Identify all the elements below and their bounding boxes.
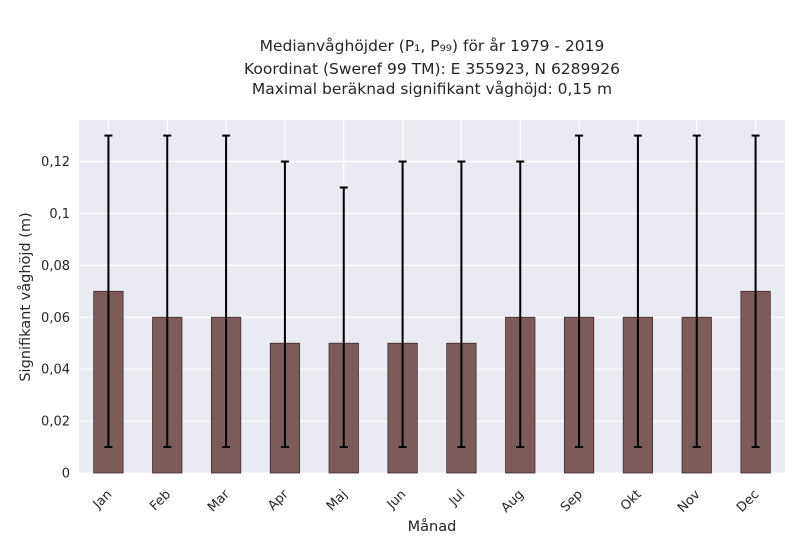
error-bars <box>104 134 760 449</box>
x-tick-label: Jan <box>90 487 115 512</box>
x-tick-label: Maj <box>324 487 351 514</box>
chart-title-line-1: Medianvåghöjder (P₁, P₉₉) för år 1979 - … <box>260 37 605 55</box>
y-tick-labels: 0 0,02 0,04 0,06 0,08 0,1 0,12 <box>41 155 70 481</box>
x-axis-label: Månad <box>408 518 457 535</box>
x-tick-label: Okt <box>618 487 645 514</box>
x-tick-label: Jun <box>384 487 410 513</box>
x-tick-label: Apr <box>265 487 292 514</box>
y-tick-label: 0,1 <box>49 207 70 222</box>
x-tick-label: Jul <box>446 487 468 509</box>
x-tick-label: Sep <box>558 487 586 515</box>
chart-title-line-2: Koordinat (Sweref 99 TM): E 355923, N 62… <box>244 60 620 78</box>
y-tick-label: 0,04 <box>41 363 70 378</box>
x-tick-label: Aug <box>499 487 528 516</box>
x-tick-label: Feb <box>147 487 174 514</box>
y-tick-label: 0 <box>62 467 70 482</box>
plot-area <box>79 120 785 473</box>
x-tick-label: Dec <box>734 487 762 515</box>
y-axis-label: Signifikant våghöjd (m) <box>17 212 34 381</box>
chart-title-line-3: Maximal beräknad signifikant våghöjd: 0,… <box>252 80 612 98</box>
y-tick-label: 0,02 <box>41 415 70 430</box>
x-tick-label: Mar <box>205 487 233 515</box>
x-tick-labels: Jan Feb Mar Apr Maj Jun Jul Aug Sep Okt Nov Dec <box>90 487 763 516</box>
y-tick-label: 0,06 <box>41 311 70 326</box>
y-tick-label: 0,12 <box>41 155 70 170</box>
y-tick-label: 0,08 <box>41 259 70 274</box>
x-tick-label: Nov <box>675 487 704 516</box>
